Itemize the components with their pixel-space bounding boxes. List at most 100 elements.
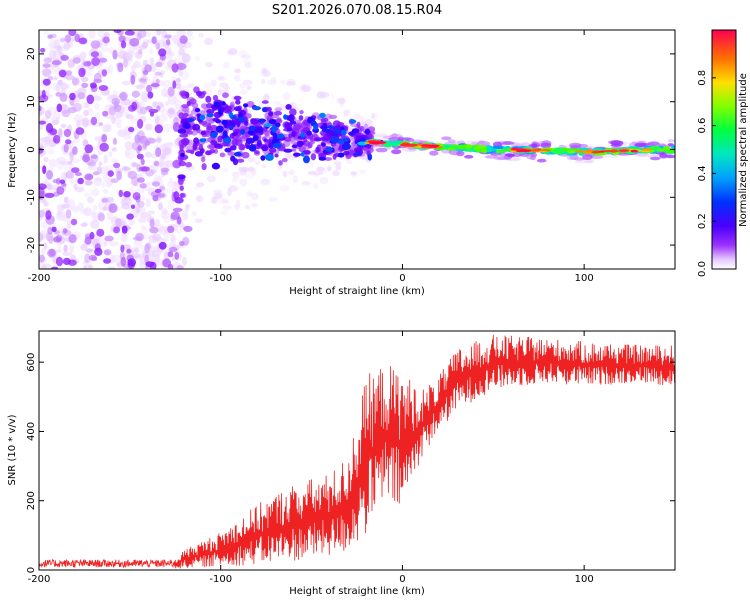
spectrogram-cell [72, 57, 81, 64]
spectrogram-cell [137, 145, 142, 152]
spectrogram-cell [206, 109, 215, 115]
spectrogram-cell [52, 67, 62, 72]
spectrogram-cell [96, 228, 105, 237]
spectrogram-cell [174, 252, 180, 260]
spectrogram-cell [289, 120, 297, 125]
spectrogram-cell [332, 120, 341, 127]
spectrogram-cell [93, 78, 103, 84]
spectrogram-cell [567, 150, 576, 154]
spectrogram-cell [155, 147, 162, 158]
spectrogram-cell [90, 154, 98, 159]
spectrogram-cell [246, 191, 253, 197]
y-tick-label: 10 [26, 95, 37, 108]
spectrogram-cell [272, 142, 282, 149]
spectrogram-cell [120, 244, 125, 253]
spectrogram-cell [45, 123, 54, 133]
spectrogram-cell [51, 266, 59, 269]
spectrogram-cell [167, 199, 175, 210]
spectrogram-cell [634, 143, 647, 147]
spectrogram-cell [136, 32, 142, 41]
spectrogram-cell [246, 85, 252, 91]
spectrogram-cell [234, 106, 242, 112]
spectrogram-cell [299, 110, 304, 115]
spectrogram-cell [268, 119, 277, 125]
spectrogram-cell [429, 150, 439, 156]
spectrogram-cell [667, 143, 674, 147]
spectrogram-cell [90, 51, 99, 58]
spectrogram-cell [39, 124, 44, 130]
spectrogram-cell [53, 134, 61, 144]
spectrogram-cell [151, 233, 162, 241]
spectrogram-cell [159, 185, 166, 191]
spectrogram-cell [120, 40, 127, 49]
spectrogram-cell [40, 47, 46, 53]
spectrogram-cell [270, 77, 277, 83]
spectrogram-cell [155, 42, 161, 50]
spectrogram-cell [97, 212, 105, 222]
spectrogram-cell [121, 166, 132, 171]
spectrogram-cell [214, 148, 218, 154]
spectrogram-cell [261, 67, 268, 75]
spectrogram-cell [101, 133, 108, 143]
spectrogram-cell [139, 78, 147, 83]
spectrogram-cell [65, 209, 72, 219]
spectrogram-cell [320, 142, 326, 147]
spectrogram-cell [58, 69, 67, 78]
spectrogram-cell [63, 128, 72, 138]
spectrogram-cell [65, 74, 75, 81]
spectrogram-cell [114, 100, 119, 109]
spectrogram-cell [268, 197, 278, 202]
spectrogram-cell [174, 197, 184, 204]
spectrogram-cell [53, 236, 62, 243]
spectrogram-cell [359, 125, 365, 132]
spectrogram-cell [61, 109, 71, 118]
spectrogram-cell [235, 99, 241, 105]
spectrogram-cell [392, 142, 401, 147]
spectrogram-cell [159, 113, 168, 122]
spectrogram-cell [146, 39, 153, 44]
spectrogram-cell [378, 141, 386, 144]
spectrogram-cell [194, 108, 201, 113]
spectrogram-cell [244, 62, 252, 69]
spectrogram-cell [310, 153, 317, 161]
spectrogram-cell [141, 41, 149, 49]
spectrogram-cell [319, 112, 326, 118]
spectrogram-cell [135, 173, 143, 178]
spectrogram-cell [659, 153, 668, 159]
spectrogram-cell [137, 118, 144, 129]
spectrogram-cell [480, 148, 488, 154]
spectrogram-cell [312, 133, 318, 138]
spectrogram-cell [286, 127, 293, 132]
spectrogram-cell [62, 257, 71, 265]
spectrogram-cell [292, 175, 299, 184]
spectrogram-cell [102, 206, 107, 211]
spectrogram-cell [293, 152, 301, 157]
spectrogram-cell [222, 92, 229, 98]
spectrogram-cell [63, 42, 71, 50]
spectrogram-cell [271, 125, 278, 133]
spectrogram-cell [149, 218, 155, 228]
spectrogram-cell [137, 217, 148, 224]
spectrogram-cell [84, 253, 90, 263]
spectrogram-cell [282, 92, 291, 101]
spectrogram-cell [130, 74, 136, 85]
x-tick-label: -100 [209, 273, 232, 284]
spectrogram-cell [630, 149, 637, 153]
spectrogram-cell [391, 133, 398, 138]
spectrogram-cell [42, 165, 47, 175]
spectrogram-cell [340, 129, 347, 136]
spectrogram-cell [338, 139, 344, 145]
colorbar-label: Normalized spectral amplitude [738, 73, 749, 227]
spectrogram-cell [234, 68, 241, 74]
spectrogram-cell [313, 124, 319, 131]
spectrogram-cell [176, 229, 183, 234]
spectrogram-cell [263, 123, 272, 127]
spectrogram-cell [87, 196, 94, 204]
spectrogram-cell [231, 138, 239, 146]
spectrogram-cell [269, 147, 277, 153]
spectrogram-cell [83, 192, 92, 198]
spectrogram-cell [279, 185, 290, 192]
spectrogram-cell [140, 211, 149, 219]
spectrogram-cell [250, 203, 258, 208]
